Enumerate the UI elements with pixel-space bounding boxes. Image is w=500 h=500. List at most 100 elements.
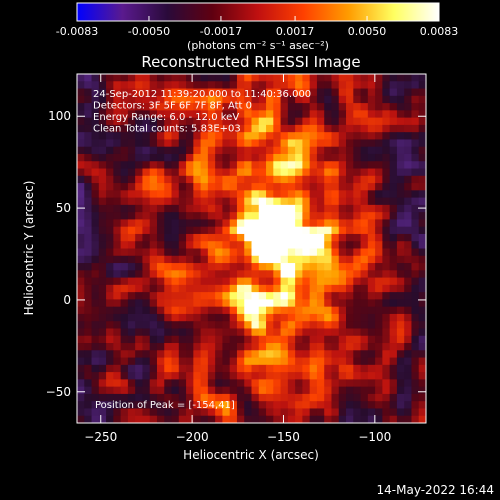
- heatmap-cell: [324, 415, 332, 423]
- heatmap-cell: [135, 343, 143, 351]
- heatmap-cell: [418, 212, 426, 220]
- heatmap-cell: [309, 415, 318, 423]
- heatmap-cell: [84, 357, 93, 366]
- heatmap-cell: [215, 110, 223, 119]
- heatmap-cell: [91, 313, 100, 322]
- heatmap-cell: [84, 117, 93, 126]
- heatmap-cell: [120, 415, 129, 423]
- heatmap-cell: [367, 357, 376, 366]
- heatmap-cell: [229, 284, 238, 293]
- heatmap-cell: [360, 139, 369, 148]
- heatmap-cell: [382, 146, 391, 155]
- heatmap-cell: [135, 117, 143, 126]
- heatmap-cell: [389, 132, 398, 140]
- heatmap-cell: [251, 386, 260, 395]
- heatmap-cell: [84, 372, 93, 380]
- heatmap-cell: [353, 183, 362, 191]
- heatmap-cell: [287, 204, 296, 213]
- annotation-block: 24-Sep-2012 11:39:20.000 to 11:40:36.000…: [93, 89, 311, 135]
- heatmap-cell: [396, 263, 405, 271]
- heatmap-cell: [127, 175, 136, 184]
- heatmap-cell: [404, 153, 412, 162]
- heatmap-cell: [142, 88, 151, 97]
- heatmap-cell: [178, 212, 187, 220]
- heatmap-cell: [200, 386, 209, 395]
- heatmap-cell: [287, 263, 296, 271]
- heatmap-cell: [156, 81, 165, 90]
- heatmap-cell: [236, 226, 245, 235]
- heatmap-cell: [178, 132, 187, 140]
- heatmap-cell: [77, 146, 85, 155]
- heatmap-cell: [135, 212, 143, 220]
- heatmap-cell: [164, 263, 173, 271]
- heatmap-cell: [396, 146, 405, 155]
- heatmap-cell: [411, 197, 420, 206]
- heatmap-cell: [266, 226, 274, 235]
- heatmap-cell: [106, 226, 114, 235]
- heatmap-cell: [236, 110, 245, 119]
- heatmap-cell: [411, 241, 420, 249]
- heatmap-cell: [91, 372, 100, 380]
- heatmap-cell: [404, 161, 412, 170]
- heatmap-cell: [396, 415, 405, 423]
- heatmap-cell: [193, 372, 202, 380]
- heatmap-cell: [229, 95, 238, 104]
- heatmap-cell: [77, 204, 85, 213]
- heatmap-cell: [200, 233, 209, 242]
- heatmap-cell: [266, 299, 274, 308]
- heatmap-cell: [375, 408, 383, 417]
- heatmap-cell: [360, 408, 369, 417]
- heatmap-cell: [156, 379, 165, 388]
- heatmap-cell: [156, 335, 165, 344]
- heatmap-cell: [77, 306, 85, 315]
- heatmap-cell: [200, 110, 209, 119]
- heatmap-cell: [193, 219, 202, 228]
- heatmap-cell: [186, 124, 194, 133]
- heatmap-cell: [295, 313, 303, 322]
- heatmap-cell: [215, 372, 223, 380]
- heatmap-cell: [324, 335, 332, 344]
- heatmap-cell: [367, 212, 376, 220]
- heatmap-cell: [207, 132, 216, 140]
- heatmap-cell: [215, 299, 223, 308]
- heatmap-cell: [295, 241, 303, 249]
- heatmap-cell: [149, 153, 158, 162]
- heatmap-cell: [295, 190, 303, 199]
- heatmap-cell: [178, 393, 187, 402]
- heatmap-cell: [244, 88, 252, 97]
- heatmap-cell: [91, 350, 100, 359]
- heatmap-cell: [91, 153, 100, 162]
- heatmap-cell: [324, 168, 332, 177]
- heatmap-cell: [98, 379, 107, 388]
- heatmap-cell: [127, 255, 136, 264]
- heatmap-cell: [338, 386, 347, 395]
- heatmap-cell: [113, 212, 122, 220]
- heatmap-cell: [251, 284, 260, 293]
- heatmap-cell: [127, 95, 136, 104]
- heatmap-cell: [106, 175, 114, 184]
- heatmap-cell: [389, 219, 398, 228]
- heatmap-cell: [295, 372, 303, 380]
- heatmap-cell: [229, 175, 238, 184]
- heatmap-cell: [207, 197, 216, 206]
- heatmap-cell: [273, 292, 282, 300]
- heatmap-cell: [98, 335, 107, 344]
- heatmap-cell: [338, 168, 347, 177]
- heatmap-cell: [360, 103, 369, 111]
- heatmap-cell: [353, 263, 362, 271]
- heatmap-cell: [316, 328, 325, 337]
- heatmap-cell: [171, 226, 180, 235]
- heatmap-cell: [266, 321, 274, 329]
- heatmap-cell: [324, 183, 332, 191]
- colorbar-tick-label: 0.0017: [276, 25, 315, 38]
- heatmap-cell: [316, 226, 325, 235]
- heatmap-cell: [77, 350, 85, 359]
- heatmap-cell: [236, 299, 245, 308]
- heatmap-cell: [207, 328, 216, 337]
- heatmap-cell: [222, 241, 231, 249]
- heatmap-cell: [149, 124, 158, 133]
- heatmap-cell: [367, 284, 376, 293]
- heatmap-cell: [113, 110, 122, 119]
- heatmap-cell: [244, 270, 252, 279]
- heatmap-cell: [280, 386, 289, 395]
